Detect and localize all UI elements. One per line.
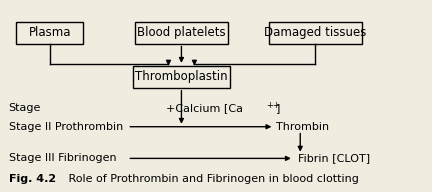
Text: Thrombin: Thrombin [276, 122, 330, 132]
Text: Damaged tissues: Damaged tissues [264, 26, 366, 39]
Text: ++: ++ [266, 101, 280, 110]
Text: Thromboplastin: Thromboplastin [135, 70, 228, 83]
Text: Stage: Stage [9, 103, 41, 113]
Bar [269, 22, 362, 44]
Bar [16, 22, 83, 44]
Text: Plasma: Plasma [29, 26, 71, 39]
Text: Fibrin [CLOT]: Fibrin [CLOT] [298, 153, 370, 163]
Text: Role of Prothrombin and Fibrinogen in blood clotting: Role of Prothrombin and Fibrinogen in bl… [58, 174, 359, 184]
Text: Stage III Fibrinogen: Stage III Fibrinogen [9, 153, 116, 163]
Text: +Calcium [Ca: +Calcium [Ca [166, 103, 243, 113]
Text: Blood platelets: Blood platelets [137, 26, 226, 39]
Text: Fig. 4.2: Fig. 4.2 [9, 174, 56, 184]
Text: ]: ] [276, 103, 280, 113]
Bar [135, 22, 228, 44]
Bar [133, 66, 230, 88]
Text: Stage II Prothrombin: Stage II Prothrombin [9, 122, 123, 132]
